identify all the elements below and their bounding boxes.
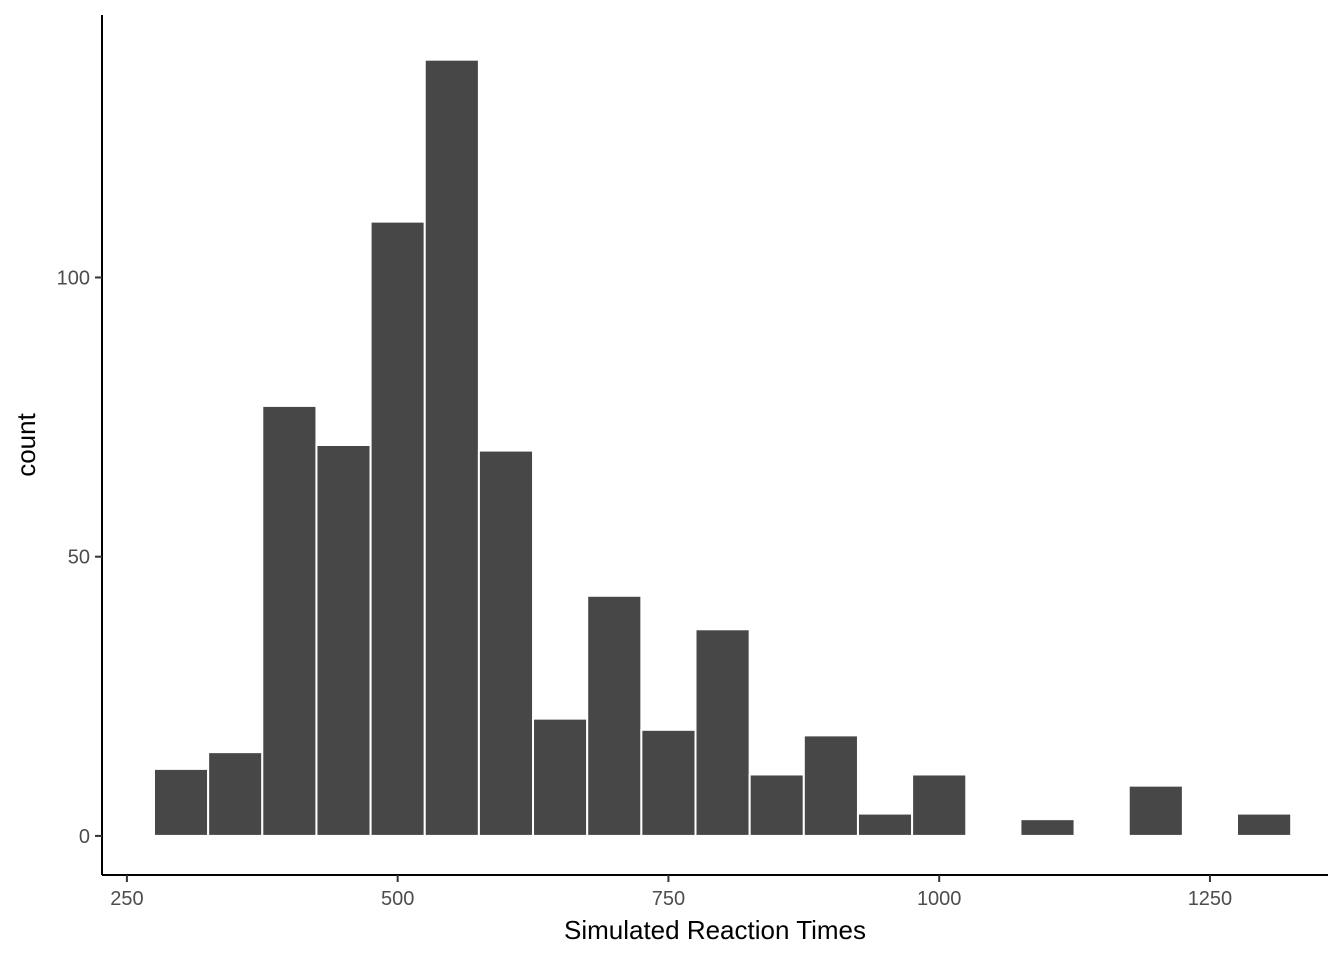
histogram-bar-11: [748, 773, 805, 837]
histogram-bar-6: [477, 449, 535, 837]
x-tick-label: 1000: [917, 888, 962, 910]
histogram-bar-8: [586, 594, 643, 837]
x-tick-label: 500: [381, 888, 414, 910]
histogram-bar-0: [152, 767, 210, 837]
histogram-bar-16: [1019, 818, 1076, 837]
x-axis-title: Simulated Reaction Times: [564, 915, 866, 945]
histogram-bar-2: [261, 404, 318, 837]
histogram-bar-9: [640, 728, 697, 837]
axes-layer: 250 500 750 1000 1250 0 50 100: [57, 15, 1328, 910]
histogram-bar-3: [315, 444, 372, 837]
x-tick-label: 250: [110, 888, 143, 910]
y-tick-label: 100: [57, 267, 90, 289]
bars-layer: [152, 58, 1293, 837]
y-axis-title: count: [11, 412, 41, 476]
histogram-bar-20: [1236, 812, 1293, 837]
histogram-bar-13: [856, 812, 914, 837]
y-tick-label: 50: [68, 547, 90, 569]
histogram-bar-10: [694, 628, 751, 837]
y-tick-label: 0: [79, 826, 90, 848]
histogram-bar-5: [423, 58, 480, 837]
histogram-bar-7: [532, 717, 589, 837]
histogram-bar-14: [911, 773, 968, 837]
x-tick-label: 1250: [1188, 888, 1233, 910]
histogram-bar-4: [369, 220, 426, 837]
x-tick-label: 750: [652, 888, 685, 910]
histogram-bar-1: [207, 751, 264, 837]
histogram-bar-12: [802, 734, 859, 837]
histogram-bar-18: [1127, 784, 1184, 837]
